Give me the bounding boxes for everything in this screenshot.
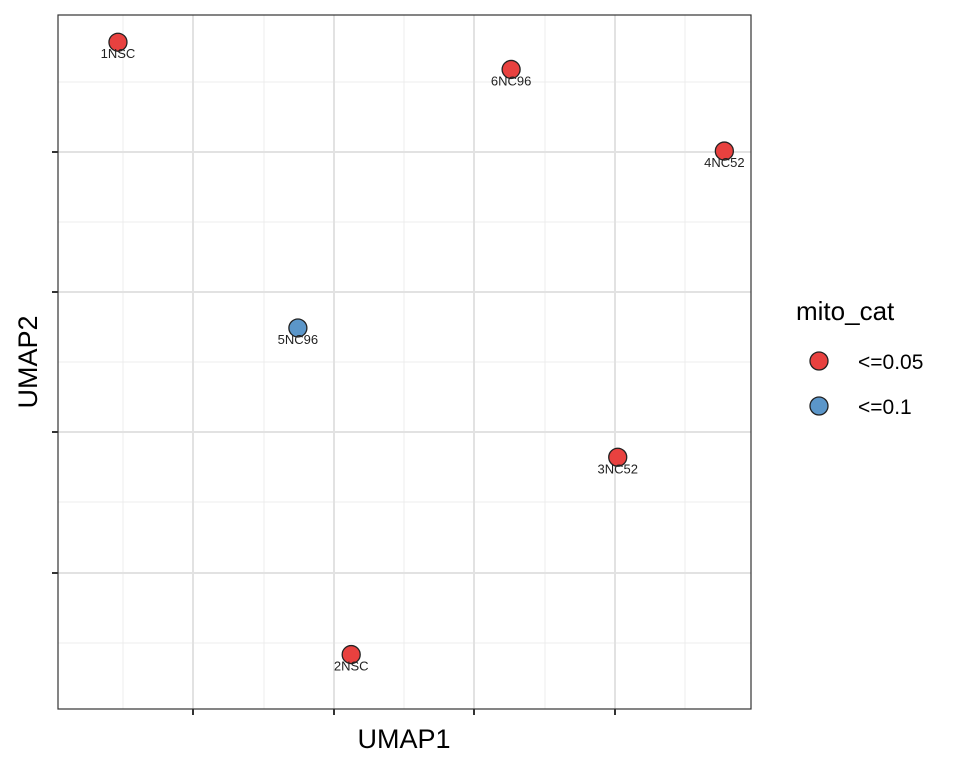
data-point: [608, 447, 628, 467]
plot-panel-border: [57, 14, 752, 710]
legend-label-01: <=0.1: [858, 396, 912, 419]
legend-title: mito_cat: [796, 296, 895, 326]
grid: [58, 15, 751, 709]
point-label: 5NC96: [278, 332, 318, 347]
data-point: [341, 644, 361, 665]
data-point: [108, 32, 128, 52]
x-axis-title: UMAP1: [357, 724, 450, 754]
point-label: 3NC52: [597, 461, 637, 476]
data-points: 1NSC 6NC96 4NC52 5NC96 3NC52 2NSC: [101, 32, 745, 674]
point-label: 1NSC: [101, 46, 136, 61]
data-point: [714, 141, 734, 161]
point-label: 2NSC: [334, 659, 369, 674]
y-axis-title: UMAP2: [13, 315, 43, 408]
data-point: [501, 59, 521, 80]
axis-ticks: [52, 151, 616, 715]
data-point: [288, 318, 308, 338]
point-label: 4NC52: [704, 155, 744, 170]
legend: mito_cat <=0.05 <=0.1: [796, 296, 923, 419]
legend-key-005: [809, 351, 829, 371]
point-label: 6NC96: [491, 73, 531, 88]
legend-label-005: <=0.05: [858, 351, 923, 374]
legend-key-01: [809, 396, 829, 416]
